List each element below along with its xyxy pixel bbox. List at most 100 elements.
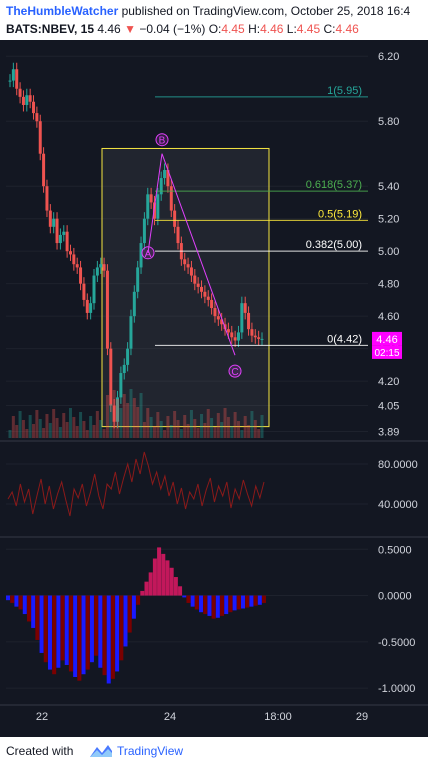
volume-bar (72, 417, 76, 438)
momentum-bar (220, 595, 225, 616)
momentum-bar (178, 586, 183, 596)
momentum-bar (203, 595, 208, 615)
candle (152, 202, 156, 219)
candle (213, 308, 217, 317)
momentum-bar (136, 595, 141, 605)
candle (55, 218, 59, 244)
momentum-bar (52, 595, 57, 675)
momentum-bar (106, 595, 111, 684)
volume-bar (253, 420, 257, 438)
candle (159, 178, 163, 195)
volume-bar (159, 421, 163, 438)
momentum-bar (186, 595, 191, 603)
candle (126, 348, 130, 365)
momentum-bar (68, 595, 73, 672)
volume-bar (152, 426, 156, 438)
momentum-bar (85, 595, 90, 670)
candle (82, 283, 86, 300)
mom-axis-tick: -0.5000 (378, 637, 415, 649)
volume-bar (55, 418, 59, 438)
candle (149, 194, 153, 203)
momentum-bar (110, 595, 115, 679)
volume-bar (186, 424, 190, 438)
mom-axis-tick: -1.0000 (378, 683, 415, 695)
momentum-bar (241, 595, 246, 609)
candle (52, 218, 56, 227)
low-value: 4.45 (296, 22, 321, 36)
volume-bar (260, 415, 264, 438)
tradingview-brand-link[interactable]: TradingView (117, 744, 184, 758)
volume-bar (38, 419, 42, 438)
mom-axis-tick: 0.0000 (378, 591, 412, 603)
candle (200, 286, 204, 292)
volume-bar (119, 408, 123, 438)
tradingview-logo-icon[interactable] (88, 741, 114, 761)
momentum-bar (35, 595, 40, 640)
chart-canvas[interactable]: 6.205.805.405.205.004.804.604.404.204.05… (0, 40, 428, 737)
momentum-bar (60, 595, 65, 661)
volume-bar (243, 416, 247, 438)
momentum-bar (31, 595, 36, 628)
candle (189, 267, 193, 276)
pattern-box (101, 147, 270, 428)
candle (102, 264, 106, 271)
close-label: C: (323, 22, 336, 36)
volume-bar (11, 416, 15, 438)
volume-bar (122, 394, 126, 438)
volume-bar (45, 414, 49, 438)
candle (95, 267, 99, 276)
volume-bar (223, 408, 227, 438)
candle (169, 186, 173, 211)
momentum-bar (14, 595, 19, 607)
countdown-tag (372, 345, 402, 359)
volume-bar (126, 403, 130, 438)
candle (105, 270, 109, 349)
volume-bar (236, 421, 240, 438)
volume-bar (200, 414, 204, 438)
osc-axis-tick: 40.0000 (378, 499, 418, 511)
momentum-bar (47, 595, 52, 670)
volume-bar (75, 426, 79, 438)
abc-pattern-line (147, 153, 236, 356)
volume-bar (203, 423, 207, 438)
mom-axis-tick: 0.5000 (378, 544, 412, 556)
volume-bar (42, 428, 46, 438)
candle (230, 332, 234, 338)
momentum-bar (215, 595, 220, 618)
candle (139, 243, 143, 268)
momentum-bar (115, 595, 120, 672)
candle (216, 316, 220, 320)
volume-bar (176, 420, 180, 438)
momentum-bar (123, 595, 128, 647)
momentum-bar (6, 595, 10, 601)
volume-bar (136, 407, 140, 438)
volume-bar (156, 412, 160, 438)
candle (236, 332, 240, 341)
chart-area[interactable]: 6.205.805.405.205.004.804.604.404.204.05… (0, 40, 428, 737)
volume-bar (105, 395, 109, 438)
candle (186, 264, 190, 268)
volume-bar (48, 423, 52, 438)
momentum-bar (236, 595, 241, 610)
candle (173, 210, 177, 227)
momentum-bar (22, 595, 27, 615)
candle (226, 329, 230, 333)
osc-line (7, 451, 265, 517)
candle (196, 283, 200, 287)
author-name[interactable]: TheHumbleWatcher (6, 4, 119, 18)
momentum-bar (207, 595, 212, 616)
volume-bar (112, 390, 116, 438)
candle (240, 303, 244, 333)
candle (8, 80, 12, 82)
momentum-bar (190, 595, 195, 607)
candle (65, 231, 69, 252)
last-price-tag-text: 4.46 (376, 334, 397, 346)
momentum-bar (224, 595, 229, 615)
fib-level-label: 0(4.42) (327, 333, 362, 345)
x-axis-tick: 24 (164, 711, 176, 723)
candle (203, 291, 207, 297)
volume-bar (28, 415, 32, 438)
candle (220, 319, 224, 325)
volume-bar (173, 411, 177, 438)
candle (15, 69, 19, 89)
